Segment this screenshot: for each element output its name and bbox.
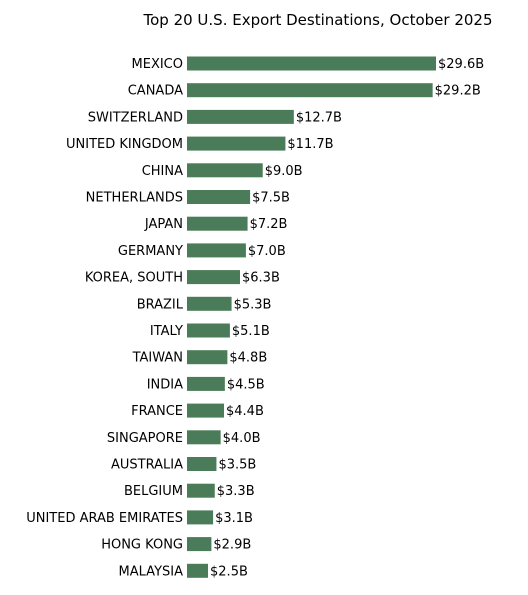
tick-label-netherlands: NETHERLANDS: [86, 191, 183, 206]
bar-japan: [187, 216, 248, 231]
data-label-netherlands: $7.5B: [252, 191, 290, 206]
bar-mexico: [187, 56, 436, 71]
tick-label-japan: JAPAN: [144, 217, 183, 232]
bar-switzerland: [187, 109, 294, 124]
bars-group: [187, 56, 436, 578]
data-label-malaysia: $2.5B: [210, 564, 248, 579]
bar-brazil: [187, 296, 232, 311]
data-label-australia: $3.5B: [218, 458, 256, 473]
data-label-canada: $29.2B: [435, 84, 481, 99]
tick-label-switzerland: SWITZERLAND: [88, 110, 183, 125]
tick-label-singapore: SINGAPORE: [107, 431, 183, 446]
bar-malaysia: [187, 563, 209, 578]
bar-germany: [187, 243, 246, 258]
tick-label-australia: AUSTRALIA: [111, 458, 183, 473]
bar-united-arab-emirates: [187, 510, 214, 525]
data-label-japan: $7.2B: [250, 217, 288, 232]
data-label-united-kingdom: $11.7B: [287, 137, 333, 152]
tick-label-italy: ITALY: [150, 324, 183, 339]
bar-china: [187, 163, 263, 178]
data-label-singapore: $4.0B: [223, 431, 261, 446]
data-label-china: $9.0B: [265, 164, 303, 179]
data-label-taiwan: $4.8B: [229, 351, 267, 366]
tick-label-malaysia: MALAYSIA: [119, 564, 184, 579]
tick-label-taiwan: TAIWAN: [132, 351, 183, 366]
data-label-italy: $5.1B: [232, 324, 270, 339]
bar-korea-south: [187, 270, 240, 285]
bar-belgium: [187, 483, 215, 498]
tick-label-india: INDIA: [147, 377, 183, 392]
tick-label-china: CHINA: [142, 164, 183, 179]
data-labels-group: $29.6B $29.2B $12.7B $11.7B $9.0B $7.5B $7.2B $…: [210, 57, 484, 579]
tick-label-united-arab-emirates: UNITED ARAB EMIRATES: [26, 511, 183, 526]
bar-netherlands: [187, 190, 251, 204]
chart-title: Top 20 U.S. Export Destinations, October…: [142, 11, 492, 29]
bar-united-kingdom: [187, 136, 286, 151]
bar-india: [187, 376, 225, 391]
tick-label-hong-kong: HONG KONG: [101, 538, 183, 553]
tick-label-korea-south: KOREA, SOUTH: [85, 271, 183, 286]
data-label-hong-kong: $2.9B: [213, 538, 251, 553]
data-label-mexico: $29.6B: [438, 57, 484, 72]
tick-label-germany: GERMANY: [118, 244, 183, 259]
data-label-switzerland: $12.7B: [296, 110, 342, 125]
data-label-germany: $7.0B: [248, 244, 286, 259]
data-label-belgium: $3.3B: [217, 484, 255, 499]
data-label-india: $4.5B: [227, 377, 265, 392]
tick-label-france: FRANCE: [131, 404, 183, 419]
data-label-korea-south: $6.3B: [242, 271, 280, 286]
bar-taiwan: [187, 350, 228, 365]
bar-canada: [187, 83, 433, 98]
tick-label-united-kingdom: UNITED KINGDOM: [66, 137, 183, 152]
tick-label-belgium: BELGIUM: [124, 484, 183, 499]
bar-singapore: [187, 430, 221, 445]
data-label-brazil: $5.3B: [234, 297, 272, 312]
tick-label-brazil: BRAZIL: [137, 297, 184, 312]
bar-australia: [187, 457, 217, 471]
tick-label-canada: CANADA: [128, 84, 183, 99]
category-tick-labels: MEXICO CANADA SWITZERLAND UNITED KINGDOM CHI…: [26, 57, 184, 579]
data-label-united-arab-emirates: $3.1B: [215, 511, 253, 526]
tick-label-mexico: MEXICO: [132, 57, 183, 72]
bar-hong-kong: [187, 537, 212, 552]
bar-italy: [187, 323, 230, 338]
bar-france: [187, 403, 225, 418]
data-label-france: $4.4B: [226, 404, 264, 419]
